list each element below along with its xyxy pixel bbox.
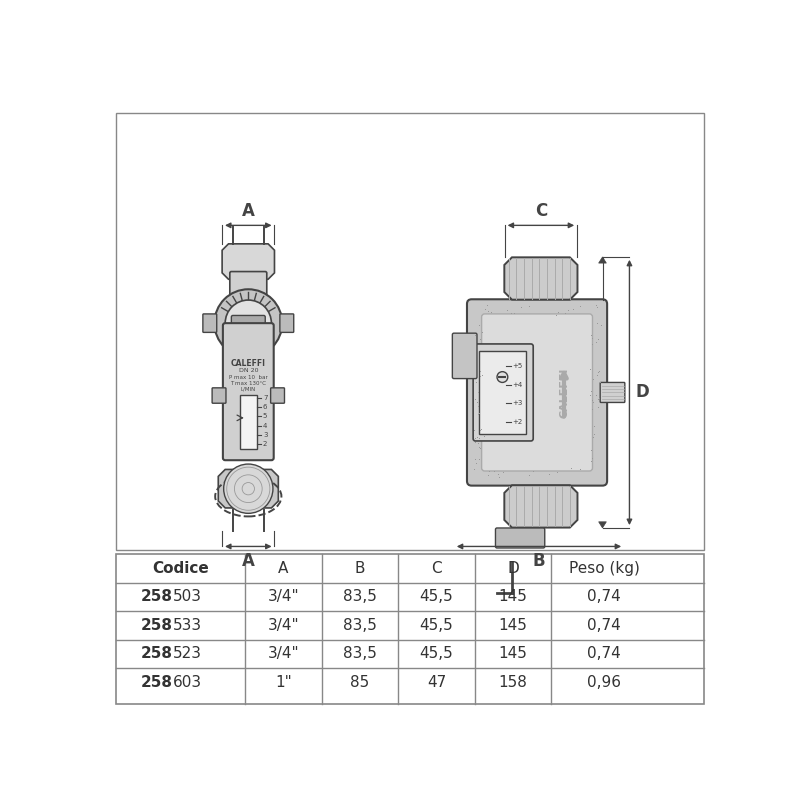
- Text: 7: 7: [263, 395, 267, 401]
- Text: CALEFFI: CALEFFI: [559, 367, 569, 418]
- FancyBboxPatch shape: [223, 323, 274, 460]
- Text: 145: 145: [498, 618, 527, 633]
- FancyBboxPatch shape: [600, 382, 625, 402]
- FancyBboxPatch shape: [212, 388, 226, 403]
- Text: +3: +3: [513, 400, 522, 406]
- Text: 45,5: 45,5: [419, 590, 454, 604]
- FancyBboxPatch shape: [479, 351, 526, 434]
- Text: 83,5: 83,5: [343, 646, 377, 662]
- Text: DN 20: DN 20: [238, 368, 258, 374]
- Text: 0,74: 0,74: [587, 646, 621, 662]
- Text: 258: 258: [141, 675, 173, 690]
- Text: 47: 47: [427, 675, 446, 690]
- Text: 3/4": 3/4": [268, 590, 299, 604]
- Text: A: A: [242, 202, 254, 220]
- Text: A: A: [242, 552, 254, 570]
- Polygon shape: [598, 257, 606, 263]
- FancyBboxPatch shape: [270, 388, 285, 403]
- Circle shape: [226, 300, 271, 346]
- Text: 258: 258: [141, 590, 173, 604]
- Text: 0,96: 0,96: [587, 675, 621, 690]
- Text: 45,5: 45,5: [419, 618, 454, 633]
- Text: D: D: [507, 561, 519, 576]
- Text: CALEFFI: CALEFFI: [231, 359, 266, 369]
- FancyBboxPatch shape: [280, 314, 294, 332]
- Text: 6: 6: [263, 404, 267, 410]
- Polygon shape: [222, 244, 274, 279]
- Text: 85: 85: [350, 675, 370, 690]
- FancyBboxPatch shape: [452, 333, 477, 378]
- Polygon shape: [598, 522, 606, 528]
- Text: L/MIN: L/MIN: [241, 387, 256, 392]
- FancyBboxPatch shape: [495, 528, 545, 548]
- Text: Peso (kg): Peso (kg): [569, 561, 639, 576]
- FancyBboxPatch shape: [467, 299, 607, 486]
- Text: C: C: [431, 561, 442, 576]
- Circle shape: [224, 464, 273, 514]
- FancyBboxPatch shape: [116, 113, 704, 550]
- Circle shape: [497, 372, 508, 382]
- Text: 3: 3: [263, 432, 267, 438]
- Text: 1": 1": [275, 675, 292, 690]
- Polygon shape: [504, 486, 578, 527]
- Text: 145: 145: [498, 590, 527, 604]
- Text: 45,5: 45,5: [419, 646, 454, 662]
- Text: 603: 603: [173, 675, 202, 690]
- Text: T max 130°C: T max 130°C: [230, 381, 266, 386]
- Text: +2: +2: [513, 418, 522, 425]
- Text: 258: 258: [141, 646, 173, 662]
- Text: D: D: [636, 383, 650, 402]
- FancyBboxPatch shape: [203, 314, 217, 332]
- Text: 0,74: 0,74: [587, 618, 621, 633]
- Text: 83,5: 83,5: [343, 618, 377, 633]
- Text: +4: +4: [513, 382, 522, 388]
- FancyBboxPatch shape: [473, 344, 534, 441]
- Text: B: B: [354, 561, 366, 576]
- Text: P max 10  bar: P max 10 bar: [229, 374, 268, 379]
- FancyBboxPatch shape: [116, 554, 704, 704]
- Text: 523: 523: [173, 646, 202, 662]
- Text: 83,5: 83,5: [343, 590, 377, 604]
- Text: 503: 503: [173, 590, 202, 604]
- Text: +5: +5: [513, 363, 522, 370]
- FancyBboxPatch shape: [482, 314, 593, 471]
- Text: 2: 2: [263, 441, 267, 447]
- FancyBboxPatch shape: [230, 271, 266, 296]
- Text: A: A: [278, 561, 289, 576]
- Text: 0,74: 0,74: [587, 590, 621, 604]
- Text: 145: 145: [498, 646, 527, 662]
- Text: 5: 5: [263, 414, 267, 419]
- FancyBboxPatch shape: [240, 394, 257, 449]
- Text: 3/4": 3/4": [268, 646, 299, 662]
- Circle shape: [214, 290, 282, 357]
- Text: 258: 258: [141, 618, 173, 633]
- FancyBboxPatch shape: [231, 315, 266, 331]
- Text: 4: 4: [263, 422, 267, 429]
- Text: Codice: Codice: [152, 561, 209, 576]
- Text: 533: 533: [173, 618, 202, 633]
- Polygon shape: [504, 258, 578, 300]
- Text: B: B: [533, 552, 546, 570]
- Text: C: C: [534, 202, 547, 220]
- Text: 158: 158: [498, 675, 527, 690]
- Polygon shape: [218, 470, 278, 508]
- Text: 3/4": 3/4": [268, 618, 299, 633]
